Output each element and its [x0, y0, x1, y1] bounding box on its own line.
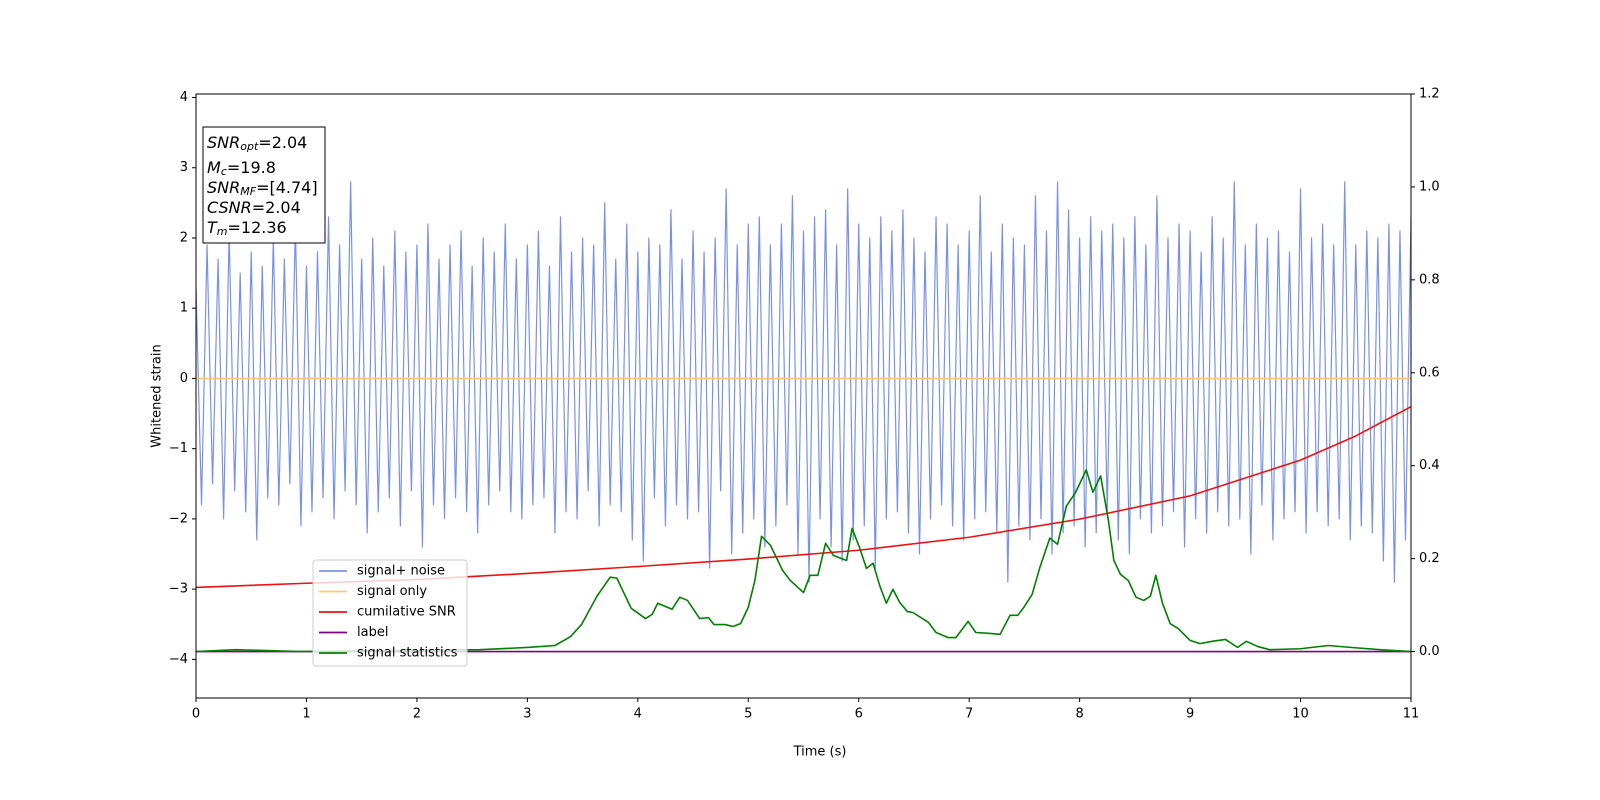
legend-label: signal only	[357, 584, 427, 599]
y-axis-label: Whitened strain	[150, 344, 165, 447]
series-line	[196, 469, 1411, 653]
annotation-subscript: c	[221, 165, 227, 178]
y-tick-label: −1	[169, 441, 188, 456]
x-tick-label: 8	[1075, 707, 1083, 722]
x-tick-label: 7	[965, 707, 973, 722]
x-tick-label: 1	[302, 707, 310, 722]
x-tick-label: 5	[744, 707, 752, 722]
x-tick-label: 4	[634, 707, 642, 722]
x-tick-label: 0	[192, 707, 200, 722]
annotation-subscript: MF	[240, 185, 256, 198]
annotation-value: =[4.74]	[256, 178, 318, 197]
y-tick-label: −3	[169, 582, 188, 597]
annotation-line: Mc=19.8	[207, 158, 276, 179]
annotation-value: =19.8	[227, 158, 276, 177]
y2-tick-label: 1.0	[1419, 179, 1440, 194]
x-axis-label: Time (s)	[793, 745, 847, 760]
legend: signal+ noise signal only cumilative SNR la…	[312, 559, 468, 667]
annotation-subscript: opt	[240, 140, 259, 153]
annotation-symbol: T	[207, 218, 218, 237]
legend-label: signal statistics	[357, 646, 458, 661]
annotation-subscript: m	[217, 225, 228, 238]
annotation-value: =2.04	[252, 198, 301, 217]
y2-tick-label: 0.0	[1419, 644, 1440, 659]
y-tick-label: −2	[169, 511, 188, 526]
y2-tick-label: 0.2	[1419, 551, 1440, 566]
y-tick-label: 0	[180, 371, 188, 386]
series-line	[196, 181, 1411, 583]
y-tick-label: 2	[180, 230, 188, 245]
annotation-symbol: SNR	[207, 178, 240, 197]
annotation-box: SNRopt=2.04Mc=19.8SNRMF=[4.74]CSNR=2.04T…	[202, 126, 326, 244]
legend-frame	[312, 559, 468, 667]
y2-tick-label: 0.4	[1419, 458, 1440, 473]
annotation-symbol: CSNR	[207, 198, 252, 217]
axes-frame	[195, 93, 1412, 699]
legend-label: label	[357, 625, 388, 640]
annotation-symbol: M	[207, 158, 221, 177]
legend-label: cumilative SNR	[357, 605, 456, 620]
y2-tick-label: 1.2	[1419, 87, 1440, 102]
y2-tick-label: 0.6	[1419, 365, 1440, 380]
y-tick-label: 1	[180, 301, 188, 316]
annotation-frame	[202, 126, 326, 244]
annotation-symbol: SNR	[207, 133, 240, 152]
annotation-value: =2.04	[258, 133, 307, 152]
legend-label: signal+ noise	[357, 564, 445, 579]
annotation-line: Tm=12.36	[207, 218, 287, 239]
annotation-line: SNRopt=2.04	[207, 133, 307, 154]
x-tick-label: 11	[1403, 707, 1420, 722]
annotation-line: CSNR=2.04	[207, 198, 301, 217]
x-tick-label: 9	[1186, 707, 1194, 722]
y-tick-label: −4	[169, 652, 188, 667]
y2-tick-label: 0.8	[1419, 272, 1440, 287]
y-tick-label: 3	[180, 160, 188, 175]
y-tick-label: 4	[180, 90, 188, 105]
x-tick-label: 6	[855, 707, 863, 722]
annotation-value: =12.36	[228, 218, 287, 237]
annotation-line: SNRMF=[4.74]	[207, 178, 318, 199]
x-tick-label: 3	[523, 707, 531, 722]
x-tick-label: 2	[413, 707, 421, 722]
x-tick-label: 10	[1292, 707, 1309, 722]
